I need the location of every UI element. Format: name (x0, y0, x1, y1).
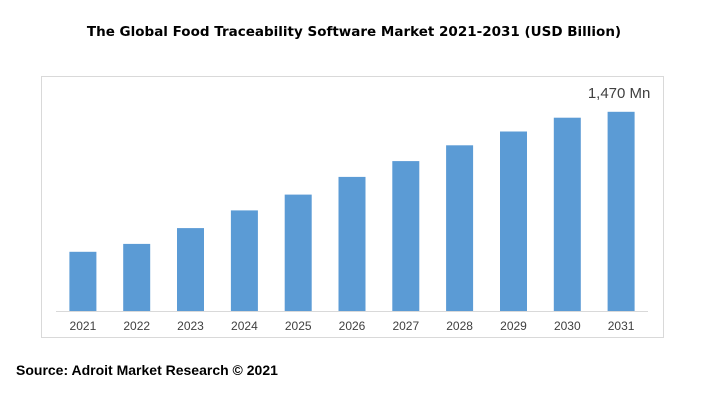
x-tick-label-2028: 2028 (446, 319, 473, 333)
bar-2026 (338, 176, 366, 311)
bar-2030 (553, 117, 581, 311)
bar-2031 (607, 111, 635, 311)
x-tick-label-2027: 2027 (392, 319, 419, 333)
x-tick-label-2023: 2023 (177, 319, 204, 333)
x-tick-label-2029: 2029 (500, 319, 527, 333)
x-tick-label-2031: 2031 (608, 319, 635, 333)
bar-2025 (284, 194, 312, 311)
source-note: Source: Adroit Market Research © 2021 (16, 362, 278, 378)
bar-2023 (177, 228, 204, 311)
bar-2022 (123, 243, 151, 311)
x-tick-label-2026: 2026 (339, 319, 366, 333)
x-tick-label-2030: 2030 (554, 319, 581, 333)
x-tick-label-2025: 2025 (285, 319, 312, 333)
x-tick-label-2024: 2024 (231, 319, 258, 333)
bar-2028 (446, 145, 474, 311)
x-tick-label-2022: 2022 (123, 319, 150, 333)
bar-2029 (500, 131, 527, 311)
chart-title: The Global Food Traceability Software Ma… (86, 24, 622, 40)
data-label-2031: 1,470 Mn (588, 85, 651, 102)
bar-2021 (69, 251, 97, 311)
bar-2024 (230, 210, 258, 311)
x-tick-label-2021: 2021 (70, 319, 97, 333)
bar-2027 (392, 161, 420, 311)
